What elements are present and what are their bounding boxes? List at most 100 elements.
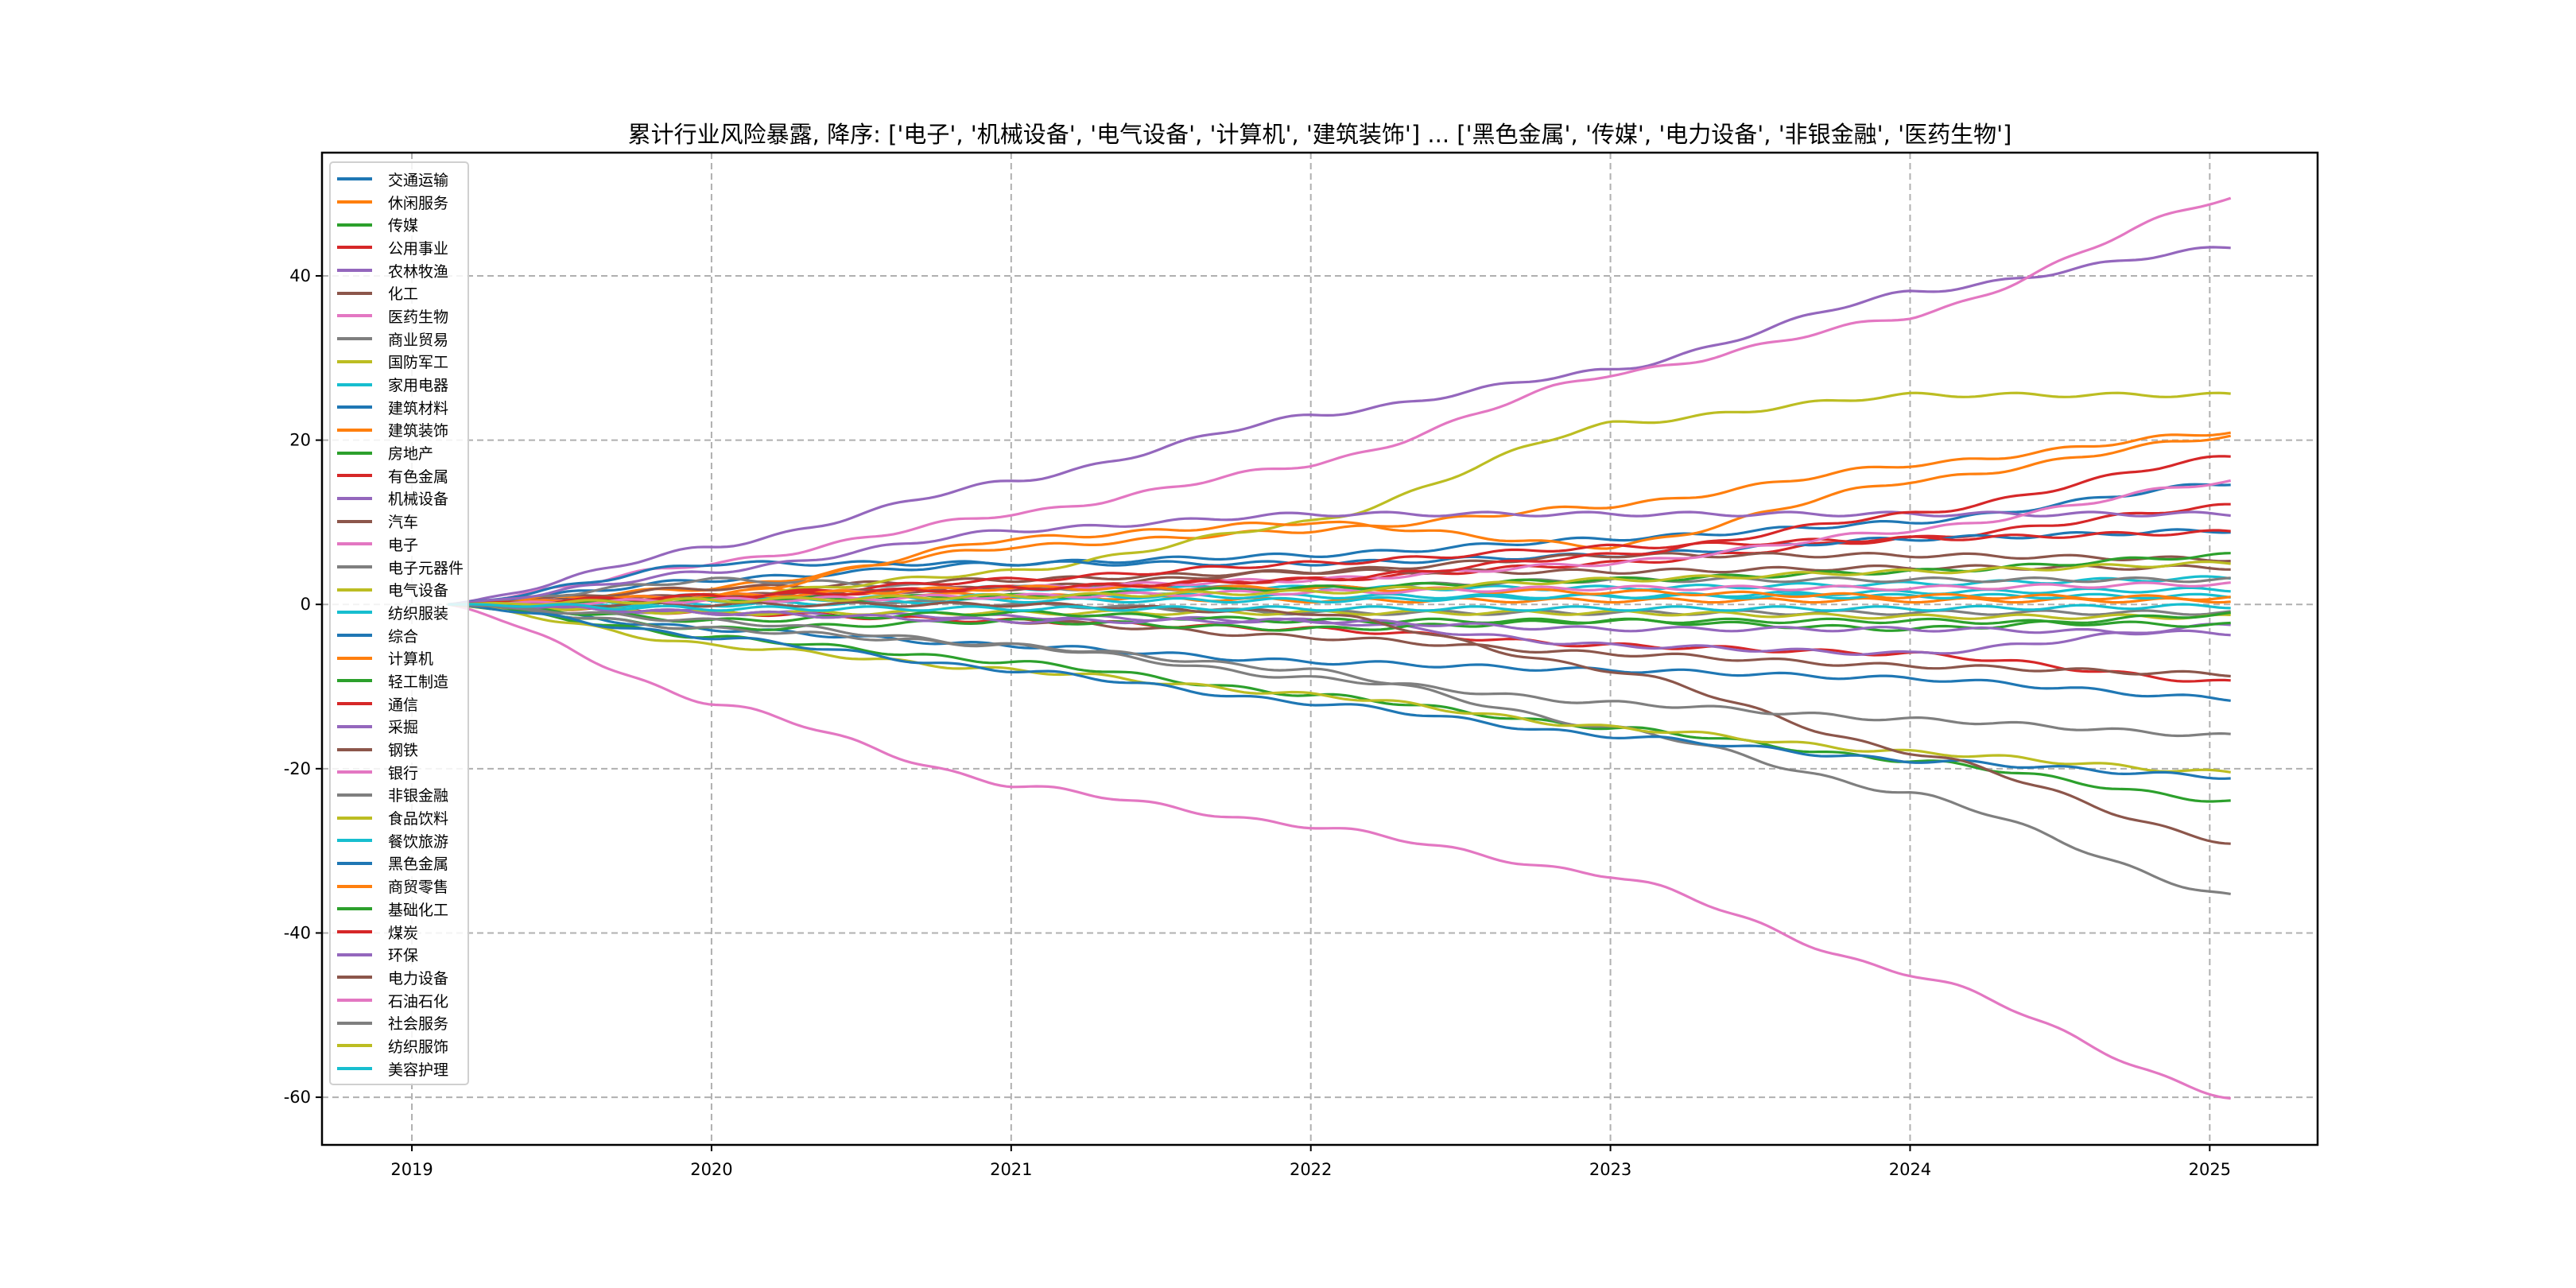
y-tick-label: 0: [301, 595, 311, 614]
legend-swatch: [337, 634, 372, 638]
legend-item: 公用事业: [331, 236, 467, 259]
legend-swatch: [337, 907, 372, 911]
legend-item: 传媒: [331, 213, 467, 236]
legend-swatch: [337, 930, 372, 934]
legend-swatch: [337, 1044, 372, 1048]
legend-swatch: [337, 223, 372, 227]
legend-swatch: [337, 359, 372, 363]
legend-label: 电气设备: [388, 582, 449, 600]
legend-label: 通信: [388, 696, 419, 714]
legend-swatch: [337, 496, 372, 500]
legend-swatch: [337, 656, 372, 660]
legend-swatch: [337, 269, 372, 273]
x-tick-label: 2024: [1889, 1160, 1931, 1179]
legend-item: 医药生物: [331, 305, 467, 328]
legend-item: 农林牧渔: [331, 259, 467, 282]
legend-label: 轻工制造: [388, 673, 449, 691]
series-line-12: [448, 431, 2231, 606]
legend-swatch: [337, 451, 372, 455]
legend-item: 银行: [331, 761, 467, 784]
legend-swatch: [337, 702, 372, 706]
legend-swatch: [337, 770, 372, 774]
legend-label: 公用事业: [388, 239, 449, 258]
series-line-3: [448, 603, 2231, 803]
legend-item: 休闲服务: [331, 191, 467, 214]
legend-swatch: [337, 679, 372, 683]
legend-swatch: [337, 519, 372, 523]
legend-item: 建筑材料: [331, 396, 467, 419]
legend-label: 商业贸易: [388, 331, 449, 349]
legend-label: 交通运输: [388, 171, 449, 189]
legend-swatch: [337, 861, 372, 865]
legend-item: 商贸零售: [331, 875, 467, 898]
legend-swatch: [337, 565, 372, 569]
legend-swatch: [337, 999, 372, 1003]
series-line-35: [448, 603, 2231, 637]
legend-label: 农林牧渔: [388, 262, 449, 281]
legend-label: 黑色金属: [388, 855, 449, 874]
legend-item: 采掘: [331, 716, 467, 739]
legend-item: 化工: [331, 281, 467, 305]
legend-item: 电子: [331, 533, 467, 556]
legend-label: 商贸零售: [388, 879, 449, 897]
series-line-31: [448, 603, 2231, 780]
legend-label: 休闲服务: [388, 194, 449, 212]
legend-item: 家用电器: [331, 373, 467, 396]
legend-item: 纺织服饰: [331, 1034, 467, 1057]
legend-label: 食品饮料: [388, 810, 449, 828]
legend-item: 餐饮旅游: [331, 829, 467, 852]
series-line-11: [448, 483, 2231, 606]
y-tick-label: 20: [289, 431, 311, 450]
series-line-40: [448, 603, 2231, 612]
legend-swatch: [337, 428, 372, 432]
series-line-15: [448, 246, 2231, 606]
series-line-23: [448, 603, 2231, 632]
legend-label: 综合: [388, 627, 419, 646]
x-tick-label: 2023: [1589, 1160, 1631, 1179]
legend-swatch: [337, 1067, 372, 1071]
legend-item: 综合: [331, 624, 467, 647]
legend-swatch: [337, 405, 372, 409]
chart-title: 累计行业风险暴露, 降序: ['电子', '机械设备', '电气设备', '计算…: [627, 121, 2012, 148]
legend-item: 环保: [331, 943, 467, 966]
legend-swatch: [337, 177, 372, 181]
legend-label: 环保: [388, 947, 419, 965]
legend-item: 电子元器件: [331, 556, 467, 579]
legend-item: 美容护理: [331, 1057, 467, 1080]
legend-swatch: [337, 291, 372, 295]
legend-label: 钢铁: [388, 742, 419, 760]
legend-item: 基础化工: [331, 898, 467, 921]
legend-swatch: [337, 976, 372, 980]
legend-label: 银行: [388, 764, 419, 782]
legend-label: 电力设备: [388, 969, 449, 987]
legend-swatch: [337, 314, 372, 318]
legend-item: 机械设备: [331, 487, 467, 510]
legend-item: 轻工制造: [331, 669, 467, 692]
x-tick-label: 2022: [1290, 1160, 1332, 1179]
legend-label: 传媒: [388, 217, 419, 235]
x-tick-label: 2021: [990, 1160, 1032, 1179]
legend-label: 电子: [388, 536, 419, 554]
series-line-7: [448, 603, 2231, 1100]
legend-item: 电气设备: [331, 578, 467, 601]
legend-label: 纺织服装: [388, 604, 449, 623]
series-line-28: [448, 603, 2231, 895]
legend-label: 采掘: [388, 719, 419, 737]
legend-label: 国防军工: [388, 354, 449, 372]
legend-item: 非银金融: [331, 784, 467, 807]
legend-swatch: [337, 884, 372, 888]
legend-swatch: [337, 793, 372, 797]
series-line-38: [448, 603, 2231, 738]
series-line-13: [448, 603, 2231, 632]
legend-item: 社会服务: [331, 1011, 467, 1034]
legend-swatch: [337, 724, 372, 728]
series-line-22: [448, 434, 2232, 606]
series-line-17: [448, 196, 2232, 606]
legend-item: 煤炭: [331, 921, 467, 944]
legend-label: 医药生物: [388, 308, 449, 326]
legend-item: 建筑装饰: [331, 419, 467, 442]
legend-label: 电子元器件: [388, 559, 464, 577]
legend-item: 黑色金属: [331, 852, 467, 875]
legend-swatch: [337, 542, 372, 546]
